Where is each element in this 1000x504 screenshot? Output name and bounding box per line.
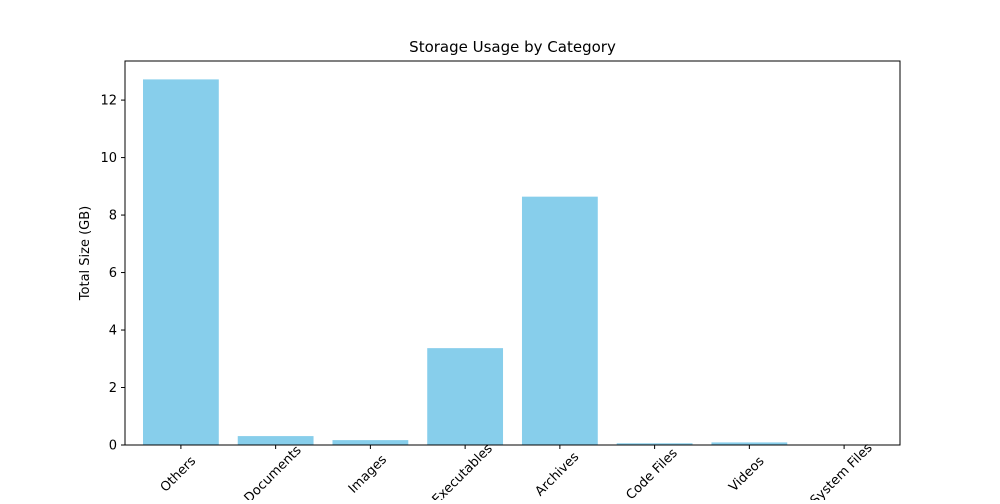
y-tick-label: 12 <box>100 94 117 109</box>
y-tick-label: 6 <box>109 266 117 281</box>
y-tick-label: 10 <box>100 151 117 166</box>
bar-code-files <box>616 443 693 445</box>
x-tick-label: Videos <box>726 454 767 495</box>
y-tick-label: 4 <box>109 324 117 339</box>
bar-others <box>143 79 219 446</box>
x-tick-label: Others <box>158 454 200 496</box>
x-tick-label: Images <box>346 452 390 496</box>
y-tick-label: 8 <box>109 209 117 224</box>
x-tick-label: Code Files <box>624 446 681 500</box>
bar-images <box>332 440 409 445</box>
plot-frame <box>124 60 901 446</box>
bar-documents <box>237 436 314 445</box>
x-axis-ticks: Others Documents Images Executables Archives… <box>158 440 876 504</box>
y-axis-label: Total Size (GB) <box>78 206 93 301</box>
y-axis-ticks: 0 2 4 6 8 10 12 <box>100 94 125 454</box>
x-tick-label: Documents <box>242 443 305 500</box>
bar-archives <box>521 196 598 445</box>
x-tick-label: Executables <box>430 441 496 500</box>
chart-title: Storage Usage by Category <box>409 38 616 56</box>
bars-group <box>143 79 788 446</box>
bar-executables <box>427 348 504 445</box>
x-tick-label: System Files <box>808 440 876 500</box>
y-tick-label: 2 <box>109 381 117 396</box>
y-tick-label: 0 <box>109 439 117 454</box>
bar-videos <box>711 442 788 445</box>
x-tick-label: Archives <box>532 449 582 499</box>
